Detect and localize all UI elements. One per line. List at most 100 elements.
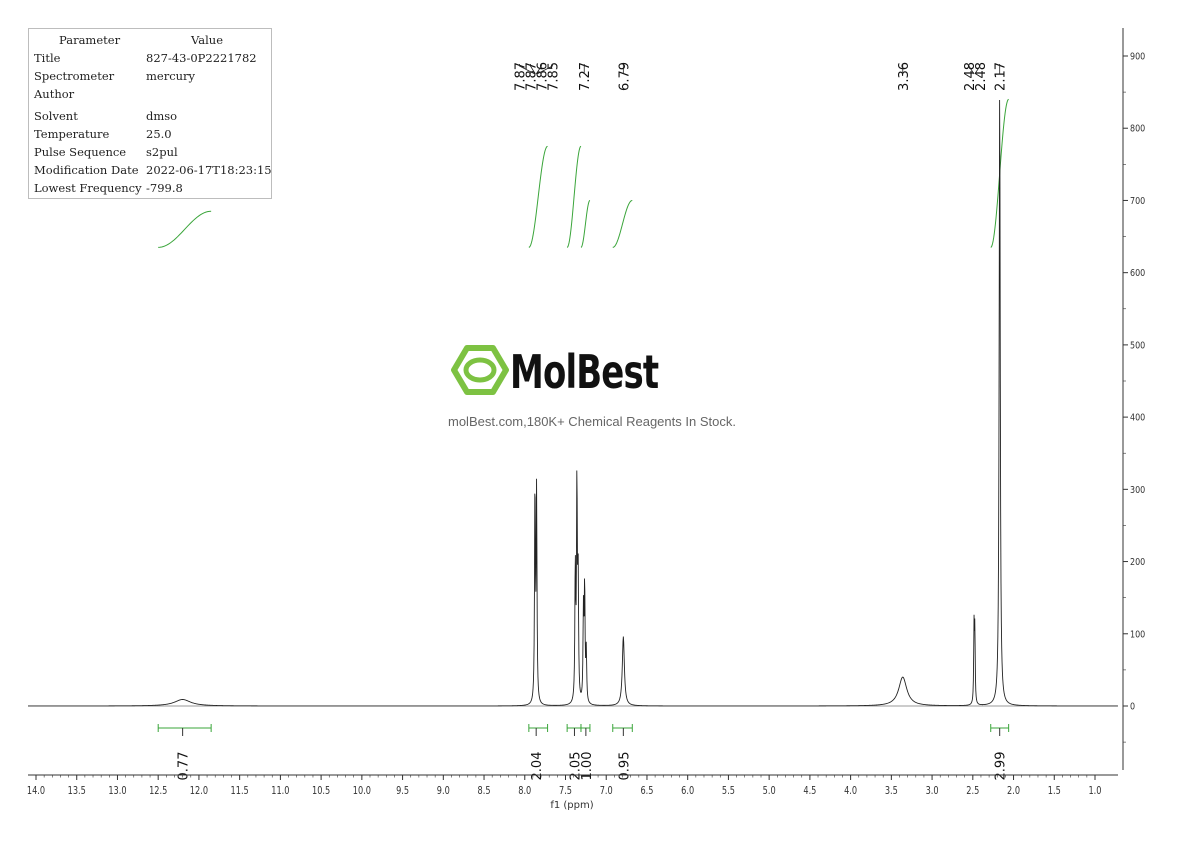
- parameter-value: 25.0: [146, 127, 172, 141]
- integral-curve: [580, 199, 591, 248]
- x-tick-label: 1.5: [1048, 785, 1061, 797]
- integral-value: 2.04: [530, 752, 545, 781]
- parameter-name: Spectrometer: [34, 69, 115, 83]
- integral-curve: [528, 145, 548, 248]
- parameter-row: Lowest Frequency -799.8: [29, 181, 271, 199]
- benzene-logo-icon: [451, 345, 509, 395]
- integral-curve: [612, 199, 633, 248]
- parameter-row: Solvent dmso: [29, 109, 271, 127]
- parameter-value: -799.8: [146, 181, 183, 195]
- integral-markers: 0.77 2.04 2.051.00 0.95 2.99: [157, 724, 1010, 781]
- peak-label: 2.48: [963, 62, 978, 91]
- peak-label: 2.17: [994, 62, 1009, 91]
- watermark-tagline: molBest.com,180K+ Chemical Reagents In S…: [448, 414, 736, 429]
- parameter-name: Title: [34, 51, 61, 65]
- y-tick-label: 900: [1130, 52, 1145, 63]
- x-tick-label: 14.0: [27, 785, 45, 797]
- integral-value: 2.05: [568, 752, 583, 781]
- parameter-value: 827-43-0P2221782: [146, 51, 257, 65]
- parameter-header: Parameter: [59, 33, 121, 47]
- parameter-table: Parameter Value Title 827-43-0P2221782 S…: [28, 28, 272, 199]
- x-tick-label: 5.5: [722, 785, 735, 797]
- parameter-row: Author: [29, 87, 271, 105]
- peak-label-leader: [968, 64, 975, 75]
- integral-value: 2.99: [994, 752, 1009, 781]
- x-tick-label: 7.5: [559, 785, 572, 797]
- y-tick-label: 200: [1130, 557, 1145, 568]
- integral-value: 0.77: [177, 752, 192, 781]
- integral-curve: [158, 210, 212, 248]
- x-tick-label: 10.5: [312, 785, 330, 797]
- peak-label: 7.27: [578, 62, 593, 91]
- y-tick-label: 400: [1130, 413, 1145, 424]
- peak-label-leader: [974, 64, 981, 75]
- y-tick-label: 600: [1130, 268, 1145, 279]
- parameter-name: Lowest Frequency: [34, 181, 142, 195]
- integral-value: 0.95: [617, 752, 632, 781]
- parameter-table-header: Parameter Value: [29, 33, 271, 51]
- parameter-row: Spectrometer mercury: [29, 69, 271, 87]
- peak-label: 7.87: [513, 62, 528, 91]
- x-tick-label: 8.5: [478, 785, 491, 797]
- x-tick-label: 3.0: [926, 785, 939, 797]
- peak-label-leader: [530, 64, 536, 75]
- parameter-value: dmso: [146, 109, 178, 123]
- x-tick-label: 1.0: [1088, 785, 1101, 797]
- y-tick-label: 0: [1130, 702, 1135, 713]
- x-tick-label: 12.0: [190, 785, 208, 797]
- x-tick-label: 13.0: [108, 785, 126, 797]
- x-tick-label: 12.5: [149, 785, 167, 797]
- x-tick-label: 2.5: [966, 785, 979, 797]
- parameter-row: Modification Date 2022-06-17T18:23:15: [29, 163, 272, 181]
- x-tick-label: 6.5: [640, 785, 653, 797]
- peak-label: 7.87: [524, 62, 539, 91]
- peak-label: 6.79: [617, 62, 632, 91]
- peak-label-leader: [519, 64, 536, 75]
- x-tick-label: 7.0: [600, 785, 613, 797]
- x-tick-label: 6.0: [681, 785, 694, 797]
- parameter-value: s2pul: [146, 145, 178, 159]
- integral-value: 1.00: [580, 752, 595, 781]
- parameter-name: Author: [34, 87, 75, 101]
- peak-label: 2.48: [974, 62, 989, 91]
- x-tick-label: 4.0: [844, 785, 857, 797]
- spectrum-trace: [28, 99, 1118, 707]
- y-axis: 900 800 700 600 500 400 300 200 100 0: [1122, 28, 1145, 770]
- parameter-value: mercury: [146, 69, 196, 83]
- x-tick-label: 9.0: [437, 785, 450, 797]
- parameter-name: Modification Date: [34, 163, 139, 177]
- x-tick-label: 13.5: [68, 785, 86, 797]
- x-tick-label: 3.5: [885, 785, 898, 797]
- logo-wordmark: MolBest: [510, 345, 659, 399]
- x-tick-label: 5.0: [763, 785, 776, 797]
- y-tick-label: 500: [1130, 341, 1145, 352]
- x-tick-label: 11.0: [271, 785, 289, 797]
- peak-label-leader: [536, 64, 553, 75]
- integral-curves: [158, 98, 1009, 248]
- x-axis-label: f1 (ppm): [550, 800, 593, 811]
- x-axis: 14.0 13.5 13.0 12.5 12.0 11.5 11.0 10.5 10.0 9.5 9…: [27, 705, 1118, 797]
- x-tick-label: 4.5: [803, 785, 816, 797]
- x-tick-label: 8.0: [518, 785, 531, 797]
- peak-labels: 7.877.877.867.85 7.27 6.79 3.36 2.482.48 2.17: [513, 62, 1008, 91]
- molbest-logo: MolBest: [450, 340, 750, 400]
- peak-label: 7.85: [546, 62, 561, 91]
- integral-curve: [566, 145, 582, 248]
- value-header: Value: [191, 33, 223, 47]
- y-tick-label: 800: [1130, 124, 1145, 135]
- parameter-value: 2022-06-17T18:23:15: [146, 163, 272, 177]
- peak-label-leader: [535, 64, 542, 75]
- peak-label: 3.36: [897, 62, 912, 91]
- x-tick-label: 9.5: [396, 785, 409, 797]
- parameter-row: Temperature 25.0: [29, 127, 271, 145]
- parameter-row: Title 827-43-0P2221782: [29, 51, 271, 69]
- parameter-name: Solvent: [34, 109, 78, 123]
- y-tick-label: 100: [1130, 630, 1145, 641]
- parameter-name: Pulse Sequence: [34, 145, 127, 159]
- y-tick-label: 300: [1130, 485, 1145, 496]
- parameter-row: Pulse Sequence s2pul: [29, 145, 271, 163]
- x-tick-label: 11.5: [231, 785, 249, 797]
- y-tick-label: 700: [1130, 196, 1145, 207]
- x-tick-label: 10.0: [353, 785, 371, 797]
